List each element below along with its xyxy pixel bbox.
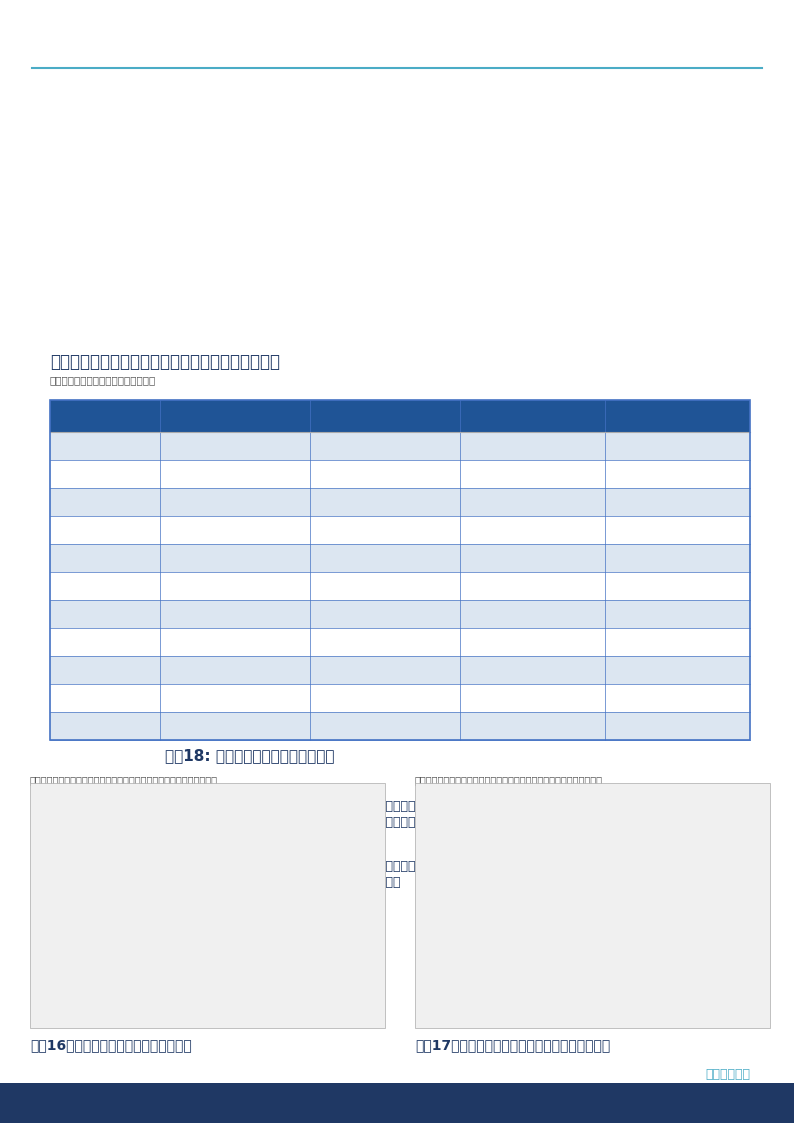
Text: >90%: >90%	[367, 692, 403, 704]
Text: 承载能力: 承载能力	[91, 439, 119, 453]
Text: 高: 高	[674, 439, 681, 453]
Text: 很高: 很高	[228, 439, 242, 453]
Text: 很高: 很高	[228, 523, 242, 537]
Text: 机械刚度: 机械刚度	[91, 579, 119, 593]
Text: 很高: 很高	[228, 608, 242, 621]
Text: 很快: 很快	[228, 495, 242, 509]
Text: 反向式行星滚柱丝杠的螺母更长，可以用更小的扭矩实现更大的负载。反向式的行星滚柱丝杠的结构与标准式类似，但: 反向式行星滚柱丝杠的螺母更长，可以用更小的扭矩实现更大的负载。反向式的行星滚柱丝…	[78, 800, 468, 813]
Text: 中等: 中等	[670, 664, 684, 676]
Text: 反向式行星滚柱丝杠适合紧凑场景，如人形机器人。: 反向式行星滚柱丝杠适合紧凑场景，如人形机器人。	[50, 353, 280, 371]
Text: 中等: 中等	[378, 608, 392, 621]
Text: 复杂: 复杂	[526, 720, 539, 732]
Text: （图片：行星滚柱丝杠结构图）: （图片：行星滚柱丝杠结构图）	[545, 901, 638, 911]
Text: 相对体积: 相对体积	[91, 636, 119, 648]
Text: 动，主要用于中小负载、小行程和高速的应用场景。同时，该结构可实现电机和丝杠一体化设计。: 动，主要用于中小负载、小行程和高速的应用场景。同时，该结构可实现电机和丝杠一体化…	[78, 876, 400, 889]
Text: 很高: 很高	[228, 579, 242, 593]
Text: 敬请参阅最后一页特别声明: 敬请参阅最后一页特别声明	[357, 1101, 437, 1110]
Text: <50%: <50%	[660, 692, 696, 704]
Text: 安装: 安装	[98, 720, 112, 732]
Text: 复杂: 复杂	[670, 720, 684, 732]
Text: 加速度: 加速度	[94, 523, 115, 537]
Text: 高: 高	[674, 608, 681, 621]
Text: 很低: 很低	[670, 579, 684, 593]
Text: 高: 高	[381, 439, 388, 453]
Text: 大: 大	[529, 636, 536, 648]
Text: 很高: 很高	[526, 608, 539, 621]
Text: 1）: 1）	[58, 800, 73, 813]
Text: 小: 小	[529, 664, 536, 676]
Text: 滚珠丝杠电动缸: 滚珠丝杠电动缸	[359, 410, 411, 422]
Text: <50%: <50%	[515, 692, 550, 704]
Text: 气缸: 气缸	[670, 410, 685, 422]
Text: 2）: 2）	[58, 860, 73, 873]
Text: 小: 小	[381, 664, 388, 676]
Text: 图表18: 行星滚柱丝杠电动缸性能变化: 图表18: 行星滚柱丝杠电动缸性能变化	[165, 748, 334, 763]
Text: 中等: 中等	[378, 523, 392, 537]
Text: 小: 小	[232, 664, 238, 676]
Text: 大: 大	[674, 636, 681, 648]
Text: 维护好 可较长: 维护好 可较长	[510, 467, 555, 481]
Text: 中等: 中等	[378, 495, 392, 509]
Text: （图片：滚珠丝杠结构图）: （图片：滚珠丝杠结构图）	[168, 901, 247, 911]
Text: 很高: 很高	[526, 439, 539, 453]
Text: 简单: 简单	[378, 720, 392, 732]
Text: 很长: 很长	[228, 467, 242, 481]
Text: 中等: 中等	[378, 579, 392, 593]
Text: 摩擦: 摩擦	[98, 664, 112, 676]
Text: 液压缸: 液压缸	[521, 410, 544, 422]
Text: 效率: 效率	[98, 692, 112, 704]
Text: 维护好 可较长: 维护好 可较长	[654, 467, 700, 481]
Text: 12: 12	[762, 1098, 778, 1112]
Text: 很快: 很快	[670, 495, 684, 509]
Text: 速度: 速度	[98, 495, 112, 509]
Text: 来源：陈传润《行星滚柱丝杠副产品产业化应用分析》，国金证券研究所: 来源：陈传润《行星滚柱丝杠副产品产业化应用分析》，国金证券研究所	[415, 775, 603, 785]
Text: 是无内齿圈，丝杠两端加工有直齿与滚柱两端的齿轮啮合，螺母作为主动件，长度比标准式大得多，优势在于通过较小: 是无内齿圈，丝杠两端加工有直齿与滚柱两端的齿轮啮合，螺母作为主动件，长度比标准式…	[78, 816, 468, 829]
Text: 的导程实现更高的额定负载，从而降低驱动扭矩，适用于紧凑情况下。: 的导程实现更高的额定负载，从而降低驱动扭矩，适用于紧凑情况下。	[78, 832, 310, 844]
Text: 抗冲击性能: 抗冲击性能	[87, 608, 122, 621]
Text: 行业深度研究: 行业深度研究	[705, 1068, 750, 1081]
Text: 容易: 容易	[228, 551, 242, 565]
Text: 简单: 简单	[228, 720, 242, 732]
Text: 很高: 很高	[670, 523, 684, 537]
Text: 来源：新剑传动官网，国金证券研究所: 来源：新剑传动官网，国金证券研究所	[50, 375, 156, 385]
Text: 滚柱丝杠电动缸: 滚柱丝杠电动缸	[209, 410, 261, 422]
Text: 来源：陈传润《行星滚柱丝杠副产品产业化应用分析》，国金证券研究所: 来源：陈传润《行星滚柱丝杠副产品产业化应用分析》，国金证券研究所	[30, 775, 218, 785]
Text: 图表16：滚珠丝杠（通过滚珠传递负载）: 图表16：滚珠丝杠（通过滚珠传递负载）	[30, 1038, 191, 1052]
Text: 性能: 性能	[98, 410, 113, 422]
Text: 中等: 中等	[378, 636, 392, 648]
Text: 很高: 很高	[526, 523, 539, 537]
Text: 位置可控性: 位置可控性	[87, 551, 122, 565]
Text: 中等: 中等	[526, 495, 539, 509]
Text: 寿命: 寿命	[98, 467, 112, 481]
Text: >85%: >85%	[217, 692, 252, 704]
Text: 图表17：行星滚柱丝杠（通过螺纹滚柱传递负载）: 图表17：行星滚柱丝杠（通过螺纹滚柱传递负载）	[415, 1038, 611, 1052]
Text: 很困难: 很困难	[667, 551, 688, 565]
Text: 困难: 困难	[526, 551, 539, 565]
Text: 很高: 很高	[526, 579, 539, 593]
Text: 中等: 中等	[378, 467, 392, 481]
Text: 小: 小	[232, 636, 238, 648]
Text: 容易: 容易	[378, 551, 392, 565]
Text: 丝杠和电机可实现一体化集成。反向式行星滚柱丝杠的齿轮设计于滚柱和丝杠之间，可以提供更平顺稳定的同步旋转运: 丝杠和电机可实现一体化集成。反向式行星滚柱丝杠的齿轮设计于滚柱和丝杠之间，可以提…	[78, 860, 468, 873]
